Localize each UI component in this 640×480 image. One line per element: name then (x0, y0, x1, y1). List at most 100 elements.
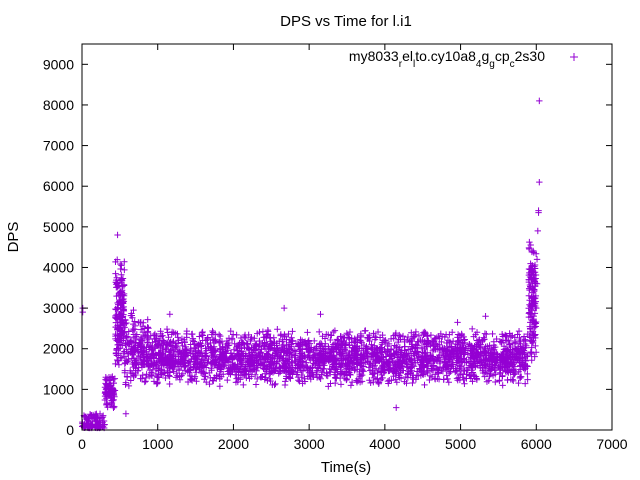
data-point (426, 372, 434, 380)
data-point (490, 346, 498, 353)
data-point (306, 354, 313, 362)
data-point (109, 373, 116, 380)
data-point (159, 332, 166, 339)
data-point (197, 359, 205, 367)
data-point (193, 360, 201, 367)
data-point (154, 379, 161, 387)
data-point (324, 372, 331, 380)
data-point (113, 280, 121, 287)
legend: my8033rellto.cy10a84ggcpc2s30 (349, 48, 578, 70)
data-point (139, 337, 146, 345)
data-point (343, 375, 351, 383)
data-point (336, 363, 344, 370)
data-point (166, 311, 174, 318)
data-point (186, 358, 194, 365)
data-point (252, 342, 259, 349)
data-point (183, 349, 190, 356)
data-point (421, 330, 428, 337)
data-point (189, 337, 197, 344)
data-point (290, 347, 298, 354)
data-point (463, 367, 471, 374)
data-point (444, 375, 451, 383)
data-point (452, 367, 460, 375)
data-point (203, 353, 210, 360)
data-point (118, 302, 125, 309)
y-tick-label: 1000 (43, 381, 74, 397)
data-point (132, 365, 140, 372)
data-point (282, 375, 290, 382)
data-point (495, 363, 502, 371)
data-point (154, 342, 161, 349)
data-point (521, 380, 529, 387)
data-point (403, 350, 410, 357)
data-point (415, 332, 423, 340)
data-point (418, 344, 426, 351)
data-point (373, 346, 381, 353)
data-point (92, 411, 99, 418)
data-point (527, 319, 534, 326)
data-point (188, 377, 196, 384)
data-point (515, 327, 523, 335)
data-point (338, 352, 345, 360)
data-point (516, 366, 524, 373)
data-point (282, 354, 290, 362)
data-point (143, 371, 150, 378)
data-point (499, 372, 506, 379)
data-point (511, 340, 519, 347)
data-point (463, 356, 470, 364)
data-point (260, 334, 267, 341)
data-point (410, 333, 417, 340)
data-point (384, 360, 391, 367)
data-point (122, 381, 129, 388)
data-point (246, 353, 253, 360)
data-point (417, 361, 424, 368)
data-point (170, 353, 178, 360)
data-point (366, 331, 373, 339)
data-point (530, 321, 538, 329)
data-point (481, 373, 488, 380)
data-point (168, 339, 176, 346)
data-point (396, 344, 404, 351)
data-point (276, 363, 283, 371)
data-point (273, 340, 281, 347)
data-point (247, 337, 254, 345)
x-tick-label: 0 (78, 436, 86, 452)
data-point (316, 328, 323, 336)
data-point (523, 342, 530, 349)
data-point (240, 381, 247, 389)
data-point (343, 330, 351, 337)
data-point (496, 353, 503, 360)
data-point (172, 342, 179, 349)
data-point (346, 328, 354, 336)
data-point (441, 359, 448, 367)
data-point (107, 388, 115, 396)
data-point (281, 367, 288, 374)
data-point (175, 337, 182, 344)
data-point (526, 297, 533, 304)
data-point (112, 314, 119, 321)
data-point (403, 336, 411, 344)
data-point (532, 348, 540, 356)
data-point (237, 369, 244, 376)
data-point (493, 335, 500, 343)
data-point (131, 344, 138, 351)
data-point (473, 376, 481, 383)
data-point (320, 365, 328, 373)
data-point (446, 356, 453, 363)
data-point (468, 360, 476, 368)
data-point (208, 331, 215, 338)
data-point (167, 346, 175, 354)
data-point (337, 342, 345, 349)
data-point (360, 363, 367, 370)
data-point (510, 367, 517, 374)
data-point (442, 359, 450, 366)
data-point (169, 365, 177, 373)
data-point (295, 341, 302, 348)
data-point (114, 357, 122, 365)
data-point (286, 349, 294, 356)
data-point (478, 359, 485, 366)
data-point (190, 344, 198, 352)
data-point (92, 423, 99, 430)
data-point (372, 334, 380, 341)
data-point (343, 361, 351, 369)
